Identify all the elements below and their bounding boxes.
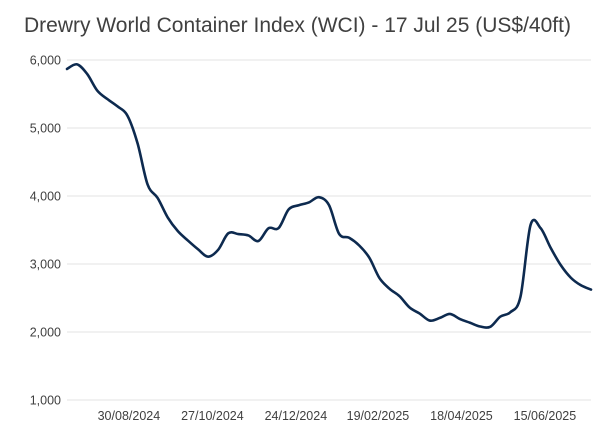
- y-tick-label: 5,000: [30, 122, 61, 136]
- y-tick-label: 4,000: [30, 190, 61, 204]
- grid-lines: [67, 59, 591, 401]
- x-axis-ticks: 30/08/2024 27/10/2024 24/12/2024 19/02/2025…: [98, 409, 577, 423]
- chart-title: Drewry World Container Index (WCI) - 17 …: [24, 14, 571, 37]
- x-tick-label: 24/12/2024: [265, 409, 328, 423]
- y-tick-label: 3,000: [30, 258, 61, 272]
- y-axis-ticks: 1,000 2,000 3,000 4,000 5,000 6,000: [30, 54, 61, 408]
- y-tick-label: 6,000: [30, 54, 61, 68]
- x-tick-label: 27/10/2024: [181, 409, 244, 423]
- x-tick-label: 30/08/2024: [98, 409, 161, 423]
- x-tick-label: 18/04/2025: [430, 409, 493, 423]
- x-tick-label: 19/02/2025: [347, 409, 410, 423]
- y-tick-label: 1,000: [30, 394, 61, 408]
- series-line: [65, 62, 593, 329]
- x-tick-label: 15/06/2025: [514, 409, 577, 423]
- y-tick-label: 2,000: [30, 326, 61, 340]
- series-layer: [65, 62, 593, 329]
